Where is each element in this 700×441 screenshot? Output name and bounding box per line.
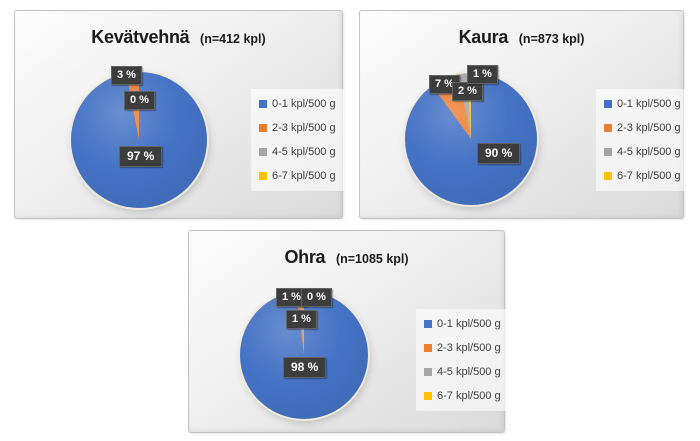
legend-label: 2-3 kpl/500 g <box>617 122 681 134</box>
legend-item: 6-7 kpl/500 g <box>259 170 336 182</box>
legend-item: 6-7 kpl/500 g <box>424 390 501 402</box>
chart-sample-size: (n=1085 kpl) <box>335 252 409 266</box>
legend-label: 6-7 kpl/500 g <box>437 390 501 402</box>
data-label-blue: 98 % <box>283 357 327 378</box>
legend-item: 2-3 kpl/500 g <box>259 122 336 134</box>
legend-label: 0-1 kpl/500 g <box>437 318 501 330</box>
legend-swatch-square-icon <box>424 392 432 400</box>
legend-swatch-square-icon <box>259 148 267 156</box>
legend-label: 4-5 kpl/500 g <box>272 146 336 158</box>
chart-sample-size: (n=412 kpl) <box>200 32 266 46</box>
chart-title-ohra: Ohra (n=1085 kpl) <box>189 242 504 270</box>
chart-title-text: Ohra <box>284 247 326 267</box>
legend-item: 4-5 kpl/500 g <box>259 146 336 158</box>
chart-title-text: Kevätvehnä <box>91 27 190 47</box>
legend-label: 4-5 kpl/500 g <box>617 146 681 158</box>
legend-item: 6-7 kpl/500 g <box>604 170 681 182</box>
chart-title-kevatvehna: Kevätvehnä (n=412 kpl) <box>15 22 342 50</box>
legend-swatch-square-icon <box>604 172 612 180</box>
legend-swatch-square-icon <box>604 124 612 132</box>
legend-swatch-square-icon <box>604 148 612 156</box>
legend-swatch-square-icon <box>424 320 432 328</box>
legend-label: 0-1 kpl/500 g <box>272 98 336 110</box>
legend-swatch-square-icon <box>259 124 267 132</box>
legend-swatch-square-icon <box>259 100 267 108</box>
legend-label: 2-3 kpl/500 g <box>437 342 501 354</box>
chart-sample-size: (n=873 kpl) <box>518 32 585 46</box>
data-label-gray: 0 % <box>124 91 155 110</box>
data-label-yellow: 0 % <box>301 288 332 307</box>
legend-label: 6-7 kpl/500 g <box>617 170 681 182</box>
legend-label: 2-3 kpl/500 g <box>272 122 336 134</box>
legend-item: 4-5 kpl/500 g <box>604 146 681 158</box>
data-label-orange: 3 % <box>111 66 142 85</box>
chart-panel-kaura: Kaura (n=873 kpl) 7 % 2 % 1 % 90 % 0-1 k… <box>359 10 689 219</box>
legend-item: 0-1 kpl/500 g <box>259 98 336 110</box>
chart-panel-kevatvehna: Kevätvehnä (n=412 kpl) 3 % 0 % 97 % 0-1 … <box>14 10 344 219</box>
legend-kaura: 0-1 kpl/500 g 2-3 kpl/500 g 4-5 kpl/500 … <box>596 89 689 191</box>
data-label-yellow: 1 % <box>467 65 498 84</box>
legend-label: 0-1 kpl/500 g <box>617 98 681 110</box>
chart-title-text: Kaura <box>458 27 509 47</box>
legend-kevatvehna: 0-1 kpl/500 g 2-3 kpl/500 g 4-5 kpl/500 … <box>251 89 344 191</box>
legend-ohra: 0-1 kpl/500 g 2-3 kpl/500 g 4-5 kpl/500 … <box>416 309 509 411</box>
legend-item: 4-5 kpl/500 g <box>424 366 501 378</box>
legend-label: 6-7 kpl/500 g <box>272 170 336 182</box>
data-label-gray: 1 % <box>276 288 307 307</box>
chart-title-kaura: Kaura (n=873 kpl) <box>360 22 683 50</box>
legend-item: 2-3 kpl/500 g <box>424 342 501 354</box>
data-label-gray: 2 % <box>452 82 483 101</box>
legend-item: 0-1 kpl/500 g <box>424 318 501 330</box>
chart-panel-ohra: Ohra (n=1085 kpl) 1 % 0 % 1 % 98 % 0-1 k… <box>188 230 509 433</box>
legend-swatch-square-icon <box>604 100 612 108</box>
legend-swatch-square-icon <box>424 368 432 376</box>
legend-label: 4-5 kpl/500 g <box>437 366 501 378</box>
legend-swatch-square-icon <box>424 344 432 352</box>
legend-swatch-square-icon <box>259 172 267 180</box>
data-label-blue: 90 % <box>477 143 521 164</box>
data-label-blue: 97 % <box>119 146 163 167</box>
legend-item: 0-1 kpl/500 g <box>604 98 681 110</box>
legend-item: 2-3 kpl/500 g <box>604 122 681 134</box>
data-label-orange: 1 % <box>286 310 317 329</box>
